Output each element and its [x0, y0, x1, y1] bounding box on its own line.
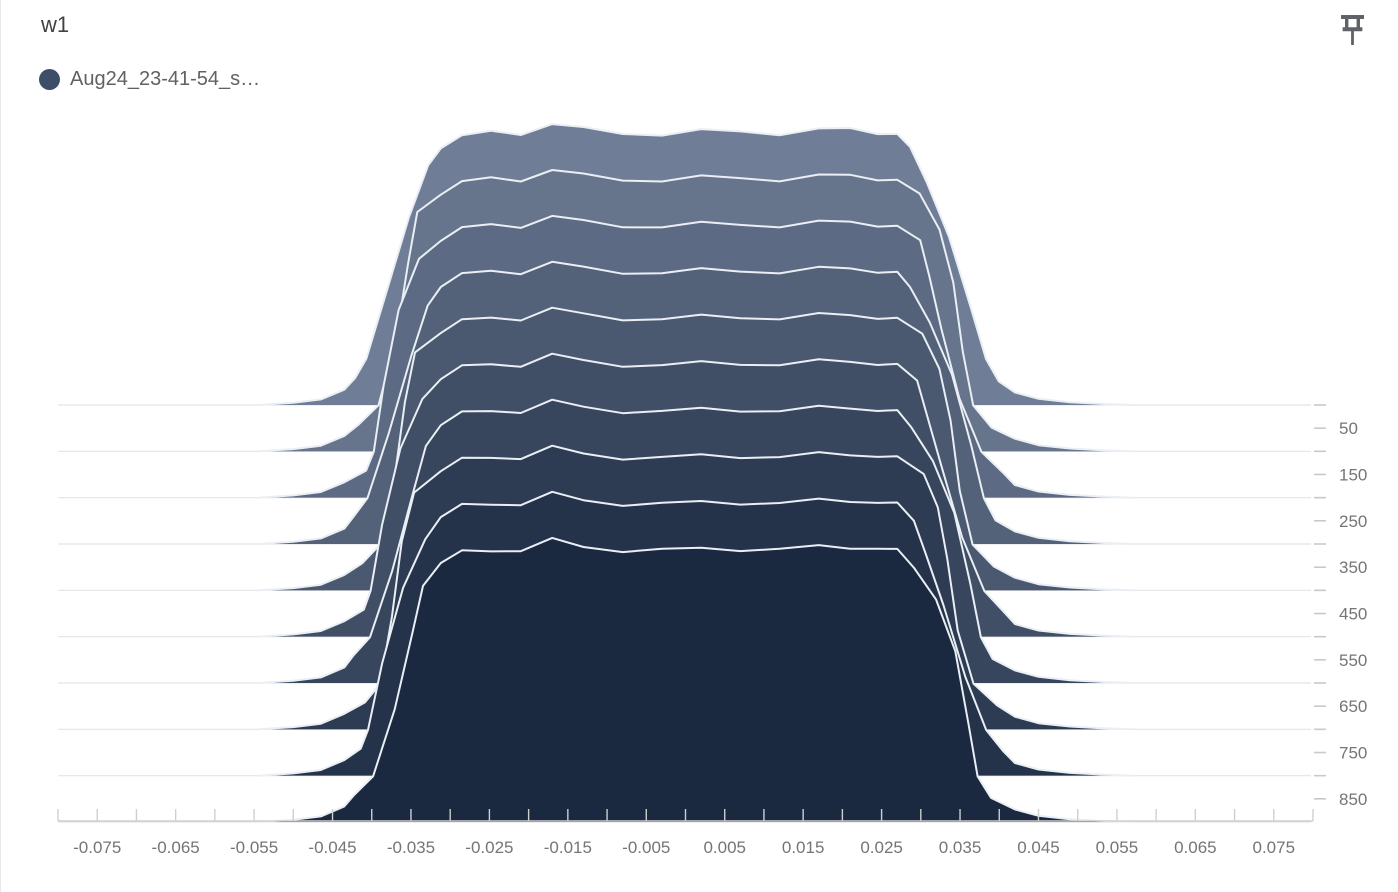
value-tick-label: 0.025 [860, 838, 903, 857]
value-tick-label: -0.015 [544, 838, 592, 857]
ridge-outline-step-200 [257, 214, 1133, 499]
step-tick-label: 650 [1339, 697, 1367, 716]
step-tick-label: 150 [1339, 466, 1367, 485]
card-title: w1 [41, 12, 70, 37]
value-tick-label: 0.055 [1096, 838, 1139, 857]
step-tick-label: 450 [1339, 605, 1367, 624]
value-tick-label: 0.075 [1253, 838, 1296, 857]
value-tick-label: -0.065 [152, 838, 200, 857]
legend-color-dot [39, 69, 60, 90]
value-tick-label: 0.015 [782, 838, 825, 857]
value-tick-label: 0.045 [1017, 838, 1060, 857]
ridge-outline-step-300 [257, 260, 1133, 545]
value-tick-label: -0.075 [73, 838, 121, 857]
step-axis-right: 50 150 250 350 450 550 650 750 850 [1314, 404, 1367, 809]
value-tick-label: -0.005 [622, 838, 670, 857]
legend-run-label: Aug24_23-41-54_s… [70, 68, 261, 90]
pin-card-button[interactable] [1332, 12, 1372, 56]
value-axis-bottom: -0.075 -0.065 -0.055 -0.045 -0.035 -0.025 -0.0… [57, 809, 1314, 857]
push-pin-icon [1340, 15, 1364, 45]
value-tick-label: -0.025 [465, 838, 513, 857]
ridge-outline-step-600 [257, 398, 1133, 684]
value-tick-label: -0.055 [230, 838, 278, 857]
step-tick-label: 850 [1339, 790, 1367, 809]
value-tick-label: 0.065 [1174, 838, 1217, 857]
step-tick-label: 750 [1339, 744, 1367, 763]
legend: Aug24_23-41-54_s… [39, 68, 260, 91]
step-tick-label: 50 [1339, 419, 1358, 438]
value-tick-label: -0.035 [387, 838, 435, 857]
ridge-step-900 [258, 537, 1133, 822]
ridge-outline-step-900 [257, 536, 1133, 823]
ridge-outline-step-800 [257, 490, 1133, 777]
card-header: w1 Aug24_23-41-54_s… [39, 12, 1364, 102]
ridge-series [257, 123, 1133, 823]
ridge-outline-step-0 [257, 123, 1133, 406]
value-tick-label: 0.005 [703, 838, 746, 857]
value-tick-label: -0.045 [308, 838, 356, 857]
step-tick-label: 250 [1339, 512, 1367, 531]
value-tick-label: 0.035 [939, 838, 982, 857]
step-tick-label: 350 [1339, 558, 1367, 577]
ridge-outline-step-500 [257, 352, 1133, 638]
step-tick-label: 550 [1339, 651, 1367, 670]
